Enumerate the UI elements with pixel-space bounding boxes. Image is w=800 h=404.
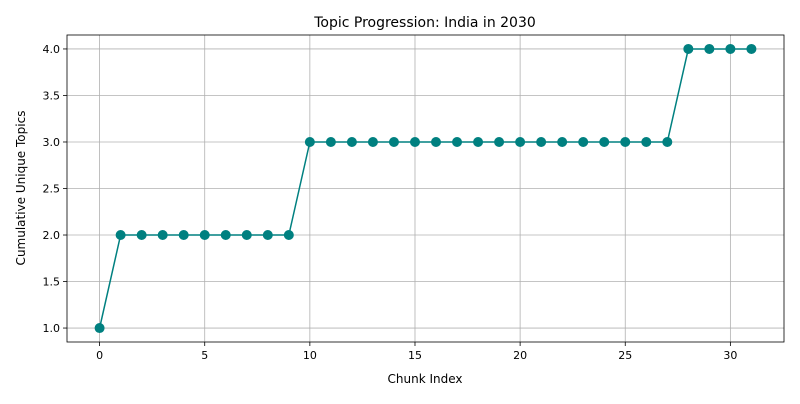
x-tick-label-3: 15 bbox=[408, 349, 422, 362]
data-point-10 bbox=[304, 136, 315, 147]
data-point-5 bbox=[199, 230, 210, 241]
grid-layer bbox=[67, 35, 784, 342]
data-point-31 bbox=[746, 43, 757, 54]
data-point-17 bbox=[452, 136, 463, 147]
tick-layer: 0 5 10 15 20 25 30 1.0 1.5 2.0 2.5 3.0 3.5 4.0 bbox=[43, 43, 738, 362]
data-point-14 bbox=[388, 136, 399, 147]
data-point-7 bbox=[241, 230, 252, 241]
data-point-6 bbox=[220, 230, 231, 241]
y-tick-label-5: 3.5 bbox=[43, 89, 61, 102]
data-point-23 bbox=[578, 136, 589, 147]
data-point-29 bbox=[704, 43, 715, 54]
data-point-26 bbox=[641, 136, 652, 147]
y-tick-label-6: 4.0 bbox=[43, 43, 61, 56]
y-tick-label-2: 2.0 bbox=[43, 229, 61, 242]
series-layer bbox=[94, 43, 757, 334]
data-point-24 bbox=[599, 136, 610, 147]
data-point-8 bbox=[262, 230, 273, 241]
data-point-12 bbox=[346, 136, 357, 147]
data-point-1 bbox=[115, 230, 126, 241]
data-point-0 bbox=[94, 323, 105, 334]
data-point-3 bbox=[157, 230, 168, 241]
y-tick-label-0: 1.0 bbox=[43, 322, 61, 335]
data-point-13 bbox=[367, 136, 378, 147]
y-tick-label-3: 2.5 bbox=[43, 183, 61, 196]
y-tick-label-1: 1.5 bbox=[43, 276, 61, 289]
data-point-20 bbox=[515, 136, 526, 147]
x-tick-label-5: 25 bbox=[618, 349, 632, 362]
data-point-15 bbox=[409, 136, 420, 147]
data-point-4 bbox=[178, 230, 189, 241]
chart-title: Topic Progression: India in 2030 bbox=[313, 15, 536, 31]
x-tick-label-6: 30 bbox=[723, 349, 737, 362]
data-point-22 bbox=[557, 136, 568, 147]
data-point-25 bbox=[620, 136, 631, 147]
data-point-18 bbox=[473, 136, 484, 147]
x-axis-label: Chunk Index bbox=[388, 372, 463, 386]
x-tick-label-1: 5 bbox=[201, 349, 208, 362]
data-point-21 bbox=[536, 136, 547, 147]
y-axis-label: Cumulative Unique Topics bbox=[14, 111, 28, 266]
data-point-11 bbox=[325, 136, 336, 147]
data-point-30 bbox=[725, 43, 736, 54]
x-tick-label-2: 10 bbox=[303, 349, 317, 362]
data-point-2 bbox=[136, 230, 147, 241]
data-point-16 bbox=[431, 136, 442, 147]
x-tick-label-0: 0 bbox=[96, 349, 103, 362]
data-point-27 bbox=[662, 136, 673, 147]
data-point-19 bbox=[494, 136, 505, 147]
data-point-9 bbox=[283, 230, 294, 241]
data-point-28 bbox=[683, 43, 694, 54]
y-tick-label-4: 3.0 bbox=[43, 136, 61, 149]
x-tick-label-4: 20 bbox=[513, 349, 527, 362]
